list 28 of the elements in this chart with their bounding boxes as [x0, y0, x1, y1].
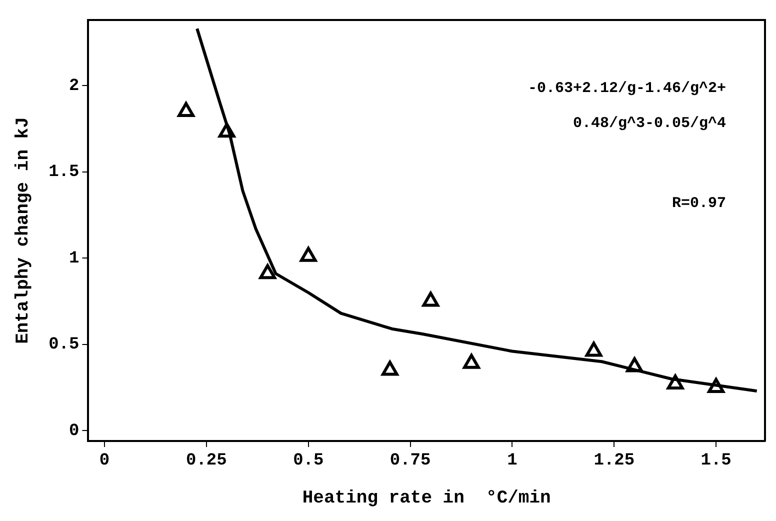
- annotation: R=0.97: [672, 194, 726, 212]
- point: [463, 354, 480, 369]
- x-tick-label: 1.5: [700, 451, 732, 470]
- x-tick-label: 0.75: [390, 451, 431, 470]
- annotation: 0.48/g^3-0.05/g^4: [572, 114, 726, 132]
- y-tick-label: 1: [69, 249, 80, 268]
- x-axis-title: Heating rate in °C/min: [302, 488, 551, 509]
- x-tick-label: 1: [507, 451, 518, 470]
- y-tick-label: 0: [69, 422, 80, 441]
- x-tick-label: 0.25: [186, 451, 227, 470]
- point: [178, 102, 194, 117]
- point: [626, 357, 643, 372]
- y-tick-label: 1.5: [48, 163, 80, 182]
- annotation: -0.63+2.12/g-1.46/g^2+: [528, 80, 726, 97]
- y-tick-label: 0.5: [48, 336, 80, 355]
- point: [218, 122, 236, 138]
- point: [585, 342, 602, 357]
- y-tick-label: 2: [69, 76, 80, 96]
- point: [666, 374, 684, 390]
- point: [259, 264, 276, 280]
- x-tick-label: 0: [99, 451, 110, 470]
- x-tick-label: 1.25: [594, 451, 635, 470]
- point: [708, 378, 725, 394]
- x-tick-label: 0.5: [293, 451, 324, 470]
- point: [300, 246, 317, 262]
- point: [422, 292, 440, 307]
- y-axis-title: Entalphy change in kJ: [13, 117, 34, 344]
- point: [381, 360, 398, 376]
